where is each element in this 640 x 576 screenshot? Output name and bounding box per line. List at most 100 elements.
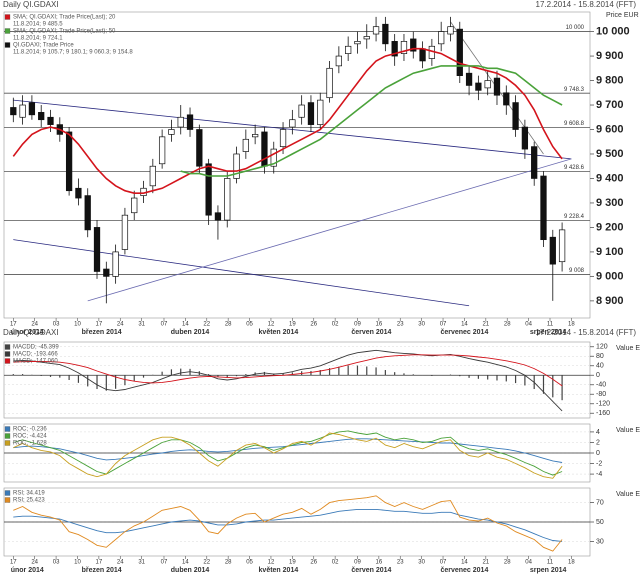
month-label: květen 2014 — [259, 567, 299, 574]
month-label: únor 2014 — [11, 567, 44, 574]
y-tick-label: 9 600 — [596, 123, 624, 135]
candle-body — [19, 104, 26, 118]
histogram-bar — [384, 370, 386, 376]
level-label: 9 608.8 — [564, 121, 585, 127]
candle-body — [196, 129, 203, 167]
x-tick-label: 22 — [203, 560, 210, 566]
legend-swatch — [4, 351, 11, 357]
candle-body — [531, 146, 538, 179]
x-tick-label: 22 — [203, 322, 210, 328]
histogram-bar — [375, 367, 377, 376]
legend-label: ROC; -1.628 — [13, 441, 47, 447]
month-label: červen 2014 — [351, 329, 391, 336]
histogram-bar — [291, 372, 293, 376]
histogram-bar — [319, 370, 321, 376]
candle-body — [558, 229, 566, 263]
series-line — [180, 65, 563, 177]
histogram-bar — [263, 371, 266, 376]
y-tick-label: 80 — [596, 353, 604, 360]
histogram-bar — [403, 373, 405, 376]
x-tick-label: 04 — [525, 560, 532, 566]
candle-body — [28, 102, 36, 116]
histogram-bar — [59, 375, 61, 378]
legend-label: MACDD; -45.399 — [13, 345, 59, 351]
chart-subtitle: 17.2.2014 - 15.8.2014 (FFT) — [536, 0, 637, 9]
histogram-bar — [449, 374, 452, 376]
y-tick-label: 9 700 — [596, 99, 624, 111]
candle-body — [158, 136, 166, 165]
candle-body — [289, 119, 296, 128]
y-tick-label: 2 — [596, 439, 600, 446]
candle-body — [252, 134, 259, 138]
histogram-bar — [347, 365, 349, 376]
candle-body — [447, 26, 454, 35]
y-tick-label: 0 — [596, 450, 600, 457]
histogram-bar — [552, 375, 554, 398]
series-line — [13, 432, 563, 479]
x-tick-label: 31 — [138, 560, 145, 566]
month-label: červenec 2014 — [440, 329, 488, 336]
x-tick-label: 24 — [117, 322, 124, 328]
x-tick-label: 18 — [568, 560, 575, 566]
level-label: 10 000 — [566, 25, 585, 31]
y-tick-label: 8 900 — [596, 295, 624, 307]
candle-body — [205, 163, 212, 216]
plot-frame — [3, 11, 591, 319]
y-tick-label: 9 300 — [596, 197, 624, 209]
y-tick-label: 40 — [596, 363, 604, 370]
x-tick-label: 10 — [74, 560, 81, 566]
candle-body — [75, 187, 82, 199]
histogram-bar — [356, 365, 359, 376]
series-line — [13, 495, 563, 552]
legend-swatch — [4, 358, 11, 364]
level-label: 9 008 — [569, 268, 585, 274]
candle-body — [131, 197, 138, 214]
y-tick-label: 9 400 — [596, 172, 624, 184]
legend-swatch — [4, 14, 11, 20]
candle-body — [233, 153, 240, 179]
x-tick-label: 10 — [74, 322, 81, 328]
y-tick-label: 9 100 — [596, 246, 624, 258]
histogram-bar — [40, 375, 42, 376]
candle-body — [372, 26, 380, 35]
x-tick-label: 24 — [117, 560, 124, 566]
legend-swatch — [4, 344, 11, 350]
x-tick-label: 28 — [225, 560, 232, 566]
candle-body — [65, 131, 73, 192]
histogram-bar — [542, 375, 545, 394]
candle-body — [419, 48, 426, 62]
candle-body — [354, 41, 361, 45]
histogram-bar — [496, 375, 498, 381]
x-tick-label: 16 — [376, 322, 383, 328]
candle-body — [521, 126, 529, 150]
histogram-bar — [561, 375, 563, 401]
histogram-bar — [245, 374, 247, 376]
histogram-bar — [217, 375, 219, 378]
histogram-bar — [115, 375, 117, 389]
legend-label: QI.GDAXI; Trade Price — [13, 43, 74, 49]
x-tick-label: 11 — [547, 322, 554, 328]
y-tick-label: 50 — [596, 519, 604, 526]
candle-body — [177, 116, 184, 128]
histogram-bar — [328, 368, 331, 376]
histogram-bar — [505, 375, 507, 382]
legend-value: 11.8.2014; 9 105.7; 9 180.1; 9 060.3; 9 … — [13, 50, 133, 56]
y-tick-label: 70 — [596, 499, 604, 506]
x-tick-label: 21 — [482, 322, 489, 328]
y-axis-label: Price EUR — [606, 12, 639, 19]
x-tick-label: 05 — [246, 322, 253, 328]
candle-body — [438, 31, 445, 45]
histogram-bar — [459, 375, 461, 377]
series-line — [13, 349, 563, 412]
candle-body — [484, 80, 491, 89]
y-tick-label: 4 — [596, 429, 600, 436]
x-tick-label: 28 — [504, 560, 511, 566]
x-tick-label: 17 — [10, 560, 17, 566]
level-label: 9 228.4 — [564, 214, 585, 220]
y-tick-label: 9 200 — [596, 221, 624, 233]
candle-body — [261, 131, 268, 167]
y-tick-label: 9 500 — [596, 148, 624, 160]
y-axis-label: Value EUR — [616, 491, 640, 498]
candle-body — [224, 178, 231, 221]
